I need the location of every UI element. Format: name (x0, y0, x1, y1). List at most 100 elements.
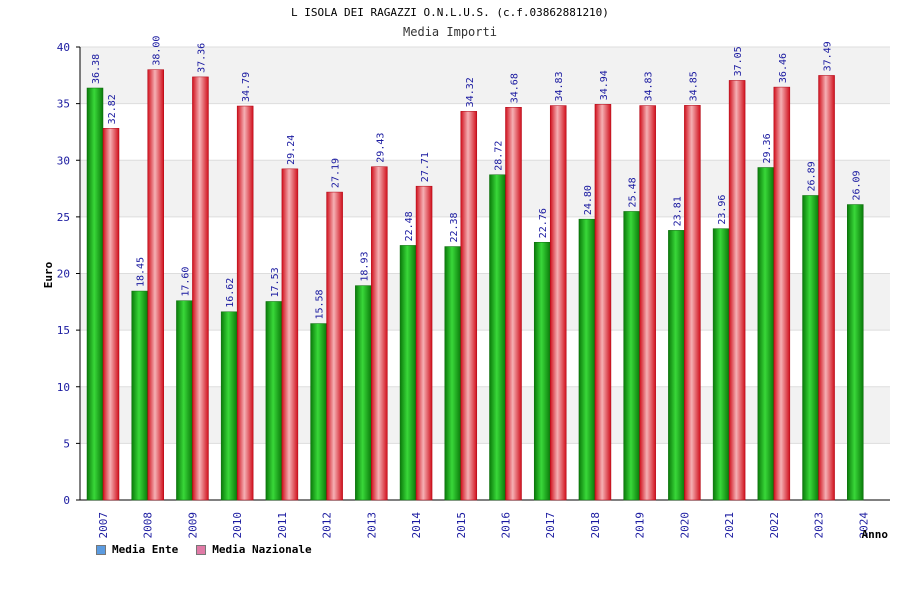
x-axis-label: Anno (862, 528, 889, 541)
x-tick-label-2008: 2008 (142, 512, 155, 539)
x-tick-label-2014: 2014 (410, 512, 423, 539)
bar-media-nazionale-2019 (639, 105, 656, 501)
bar-media-nazionale-2011 (281, 168, 299, 501)
bar-media-ente-2023 (802, 195, 819, 501)
y-axis-label: Euro (42, 261, 55, 288)
bar-media-nazionale-2018 (594, 104, 612, 501)
grid-band (80, 273, 890, 331)
x-tick-label-2016: 2016 (500, 512, 513, 539)
data-label-media-ente-2024: 26.09 (851, 170, 862, 200)
data-label-media-ente-2021: 23.96 (717, 195, 728, 225)
bar-media-ente-2012 (310, 323, 327, 501)
data-label-media-nazionale-2010: 34.79 (241, 72, 252, 102)
x-tick-label-2019: 2019 (634, 512, 647, 539)
y-tick-label: 30 (57, 154, 70, 167)
bar-media-ente-2017 (533, 241, 551, 501)
x-tick-label-2024: 2024 (857, 512, 870, 539)
data-label-media-ente-2008: 18.45 (136, 257, 147, 287)
data-label-media-ente-2022: 29.36 (762, 133, 773, 163)
legend-item-ente: Media Ente (96, 543, 178, 556)
bar-media-ente-2013 (355, 285, 372, 501)
bar-media-ente-2007 (86, 87, 104, 501)
bar-media-ente-2019 (623, 211, 640, 501)
bar-media-ente-2011 (265, 301, 283, 501)
data-label-media-nazionale-2015: 34.32 (465, 77, 476, 107)
x-tick-label-2022: 2022 (768, 512, 781, 539)
data-label-media-nazionale-2023: 37.49 (823, 41, 834, 71)
bar-media-nazionale-2022 (773, 86, 791, 501)
x-tick-label-2023: 2023 (813, 512, 826, 539)
data-label-media-nazionale-2009: 37.36 (196, 43, 207, 73)
bar-media-ente-2010 (220, 311, 238, 501)
data-label-media-nazionale-2008: 38.00 (152, 36, 163, 66)
grid-band (80, 386, 890, 444)
bar-media-ente-2014 (399, 245, 417, 501)
bar-media-ente-2009 (176, 300, 193, 501)
data-label-media-ente-2015: 22.38 (449, 212, 460, 242)
grid-band (80, 160, 890, 217)
bar-media-nazionale-2008 (147, 69, 164, 501)
x-tick-label-2013: 2013 (365, 512, 378, 539)
bar-media-nazionale-2017 (549, 105, 567, 501)
data-label-media-nazionale-2011: 29.24 (286, 135, 297, 165)
data-label-media-ente-2014: 22.48 (404, 211, 415, 241)
data-label-media-nazionale-2018: 34.94 (599, 70, 610, 100)
bar-media-nazionale-2013 (371, 166, 388, 501)
bar-media-ente-2020 (668, 230, 685, 501)
y-tick-label: 15 (57, 324, 70, 337)
legend-swatch-ente (96, 544, 106, 555)
data-label-media-ente-2013: 18.93 (359, 252, 370, 282)
data-label-media-nazionale-2020: 34.85 (688, 71, 699, 101)
bar-media-nazionale-2020 (684, 105, 701, 501)
bar-media-nazionale-2021 (728, 80, 746, 501)
x-tick-label-2012: 2012 (321, 512, 334, 539)
bar-media-ente-2018 (578, 218, 596, 501)
bar-media-nazionale-2016 (505, 106, 522, 501)
bar-media-nazionale-2014 (415, 185, 433, 501)
y-tick-label: 5 (63, 437, 70, 450)
bar-media-ente-2015 (444, 246, 462, 501)
legend-label-ente: Media Ente (112, 543, 179, 556)
legend-label-nazionale: Media Nazionale (212, 543, 312, 556)
data-label-media-nazionale-2022: 36.46 (778, 53, 789, 83)
bar-media-ente-2016 (489, 174, 506, 501)
data-label-media-nazionale-2007: 32.82 (107, 94, 118, 124)
grid-band (80, 47, 890, 104)
data-label-media-ente-2010: 16.62 (225, 278, 236, 308)
x-tick-label-2015: 2015 (455, 512, 468, 539)
data-label-media-ente-2016: 28.72 (494, 141, 505, 171)
chart-subtitle: Media Importi (403, 25, 497, 39)
y-tick-label: 35 (57, 98, 70, 111)
data-label-media-ente-2009: 17.60 (180, 267, 191, 297)
y-tick-label: 20 (57, 268, 70, 281)
legend-swatch-nazionale (196, 544, 207, 555)
data-label-media-nazionale-2012: 27.19 (331, 158, 342, 188)
bar-media-ente-2024 (847, 204, 864, 501)
bar-media-nazionale-2007 (102, 128, 120, 501)
x-tick-label-2018: 2018 (589, 512, 602, 539)
data-label-media-nazionale-2021: 37.05 (733, 46, 744, 76)
x-tick-label-2021: 2021 (723, 512, 736, 539)
y-tick-label: 25 (57, 211, 70, 224)
chart-title: L ISOLA DEI RAGAZZI O.N.L.U.S. (c.f.0386… (291, 6, 609, 19)
x-tick-label-2007: 2007 (97, 512, 110, 539)
bar-media-ente-2021 (712, 228, 730, 501)
x-tick-label-2017: 2017 (544, 512, 557, 539)
data-label-media-nazionale-2017: 34.83 (554, 71, 565, 101)
bar-media-nazionale-2023 (818, 75, 835, 501)
data-label-media-ente-2018: 24.80 (583, 185, 594, 215)
bar-media-ente-2022 (757, 167, 775, 501)
data-label-media-ente-2011: 17.53 (270, 267, 281, 297)
bar-media-nazionale-2015 (460, 111, 478, 501)
y-tick-label: 0 (63, 494, 70, 507)
data-label-media-nazionale-2016: 34.68 (510, 73, 521, 103)
bar-media-ente-2008 (131, 290, 148, 501)
bar-media-nazionale-2009 (192, 76, 209, 501)
data-label-media-ente-2023: 26.89 (807, 161, 818, 191)
data-label-media-ente-2012: 15.58 (315, 289, 326, 319)
bar-media-nazionale-2012 (326, 191, 343, 501)
data-label-media-ente-2017: 22.76 (538, 208, 549, 238)
data-label-media-ente-2019: 25.48 (628, 177, 639, 207)
bar-media-nazionale-2010 (236, 105, 254, 501)
